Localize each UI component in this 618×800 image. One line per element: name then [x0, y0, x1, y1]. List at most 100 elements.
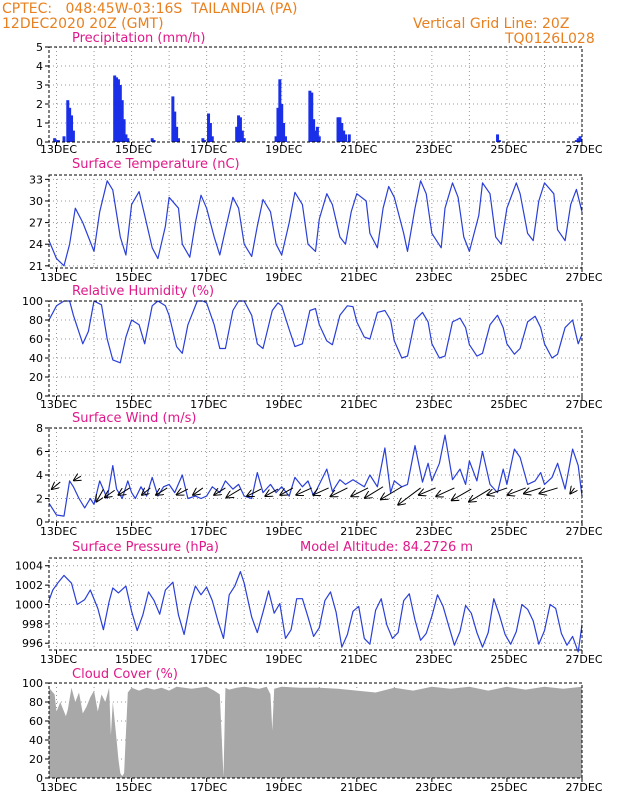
wind-vector-arrow — [313, 487, 329, 495]
temp-series-line — [48, 180, 583, 267]
precip-ytick-label: 5 — [36, 41, 43, 54]
precip-bar — [203, 140, 207, 142]
pres-title: Surface Pressure (hPa) — [72, 540, 219, 555]
wind-xtick-label: 25DEC — [490, 525, 527, 538]
wind-xtick-label: 21DEC — [340, 525, 377, 538]
wind-xtick-label: 15DEC — [115, 525, 152, 538]
temp-frame — [48, 174, 583, 269]
cloud-xtick-label: 27DEC — [565, 781, 602, 794]
precip-bar — [274, 136, 278, 142]
precip-bar — [338, 117, 342, 142]
wind-ytick-label: 8 — [36, 422, 43, 435]
precip-bar — [312, 119, 316, 142]
cloud-ytick-label: 80 — [29, 696, 43, 709]
wind-xtick-label: 13DEC — [40, 525, 77, 538]
cloud-xtick-label: 19DEC — [265, 781, 302, 794]
precip-bar — [240, 130, 244, 142]
pres-series-line — [48, 570, 583, 653]
wind-vector-arrow — [452, 488, 472, 500]
precip-bar — [344, 134, 348, 142]
precip-bar — [126, 138, 130, 142]
precip-title: Precipitation (mm/h) — [72, 31, 205, 46]
precip-bar — [175, 126, 179, 142]
precip-bar — [68, 107, 72, 142]
precip-bar — [113, 75, 117, 142]
precip-bar — [150, 138, 154, 142]
pres-ytick-label: 1002 — [15, 579, 43, 592]
precip-bar — [340, 123, 344, 142]
rh-frame — [48, 300, 583, 397]
wind-vector-arrow — [265, 488, 279, 496]
temp-xtick-label: 13DEC — [40, 271, 77, 284]
cloud-ytick-label: 0 — [36, 772, 43, 785]
rh-xtick-label: 23DEC — [415, 398, 452, 411]
precip-bar — [342, 130, 346, 142]
wind-xtick-label: 23DEC — [415, 525, 452, 538]
cloud-xtick-label: 25DEC — [490, 781, 527, 794]
temp-xtick-label: 19DEC — [265, 271, 302, 284]
precip-bar — [347, 134, 351, 142]
pres-panel — [45, 557, 583, 654]
wind-title: Surface Wind (m/s) — [72, 411, 196, 426]
precip-bar — [55, 140, 59, 142]
pres-frame — [48, 557, 583, 651]
temp-xtick-label: 17DEC — [190, 271, 227, 284]
precip-bar — [237, 115, 241, 142]
precip-xtick-label: 19DEC — [265, 143, 302, 156]
wind-vector-arrow — [177, 489, 189, 495]
precip-xtick-label: 17DEC — [190, 143, 227, 156]
precip-xtick-label: 21DEC — [340, 143, 377, 156]
pres-ytick-label: 1000 — [15, 598, 43, 611]
pres-xtick-label: 17DEC — [190, 653, 227, 666]
wind-vector-arrow — [142, 488, 151, 495]
wind-series-line — [48, 434, 583, 517]
temp-ytick-label: 21 — [29, 260, 43, 273]
precip-panel — [45, 46, 583, 146]
cloud-panel — [45, 682, 583, 782]
wind-vector-arrow — [296, 487, 312, 495]
precip-bar — [56, 140, 60, 142]
wind-vector-arrow — [365, 486, 384, 498]
rh-ytick-label: 20 — [29, 371, 43, 384]
pres-xtick-label: 15DEC — [115, 653, 152, 666]
cloud-ytick-label: 100 — [22, 677, 43, 690]
precip-bar — [71, 130, 75, 142]
wind-vector-arrow — [74, 476, 81, 480]
precip-bar — [115, 77, 119, 142]
wind-vector-arrow — [52, 482, 61, 489]
precip-bar — [310, 92, 314, 142]
wind-vector-arrow — [507, 487, 526, 495]
wind-vector-arrow — [331, 487, 348, 496]
precip-bar — [118, 85, 122, 142]
wind-xtick-label: 19DEC — [265, 525, 302, 538]
cloud-xtick-label: 17DEC — [190, 781, 227, 794]
wind-vector-arrow — [280, 487, 294, 495]
wind-ytick-label: 4 — [36, 469, 43, 482]
precip-bar — [278, 79, 282, 142]
temp-ytick-label: 30 — [29, 195, 43, 208]
precip-xtick-label: 13DEC — [40, 143, 77, 156]
temp-xtick-label: 21DEC — [340, 271, 377, 284]
wind-vector-arrow — [214, 487, 226, 495]
wind-vector-arrow — [351, 487, 369, 496]
precip-bar — [173, 111, 177, 142]
wind-vector-arrow — [156, 487, 168, 495]
precip-ytick-label: 3 — [36, 79, 43, 92]
rh-ytick-label: 80 — [29, 314, 43, 327]
wind-xtick-label: 27DEC — [565, 525, 602, 538]
wind-vector-arrow — [96, 488, 104, 502]
precip-bar — [208, 123, 212, 142]
temp-xtick-label: 15DEC — [115, 271, 152, 284]
precip-bar — [578, 136, 582, 142]
rh-xtick-label: 27DEC — [565, 398, 602, 411]
pres-xtick-label: 19DEC — [265, 653, 302, 666]
pres-ytick-label: 998 — [22, 618, 43, 631]
rh-panel — [45, 300, 583, 400]
cloud-xtick-label: 23DEC — [415, 781, 452, 794]
precip-xtick-label: 25DEC — [490, 143, 527, 156]
precip-bar — [576, 138, 580, 142]
wind-vector-arrow — [398, 487, 421, 505]
pres-ytick-label: 1004 — [15, 560, 43, 573]
rh-xtick-label: 25DEC — [490, 398, 527, 411]
